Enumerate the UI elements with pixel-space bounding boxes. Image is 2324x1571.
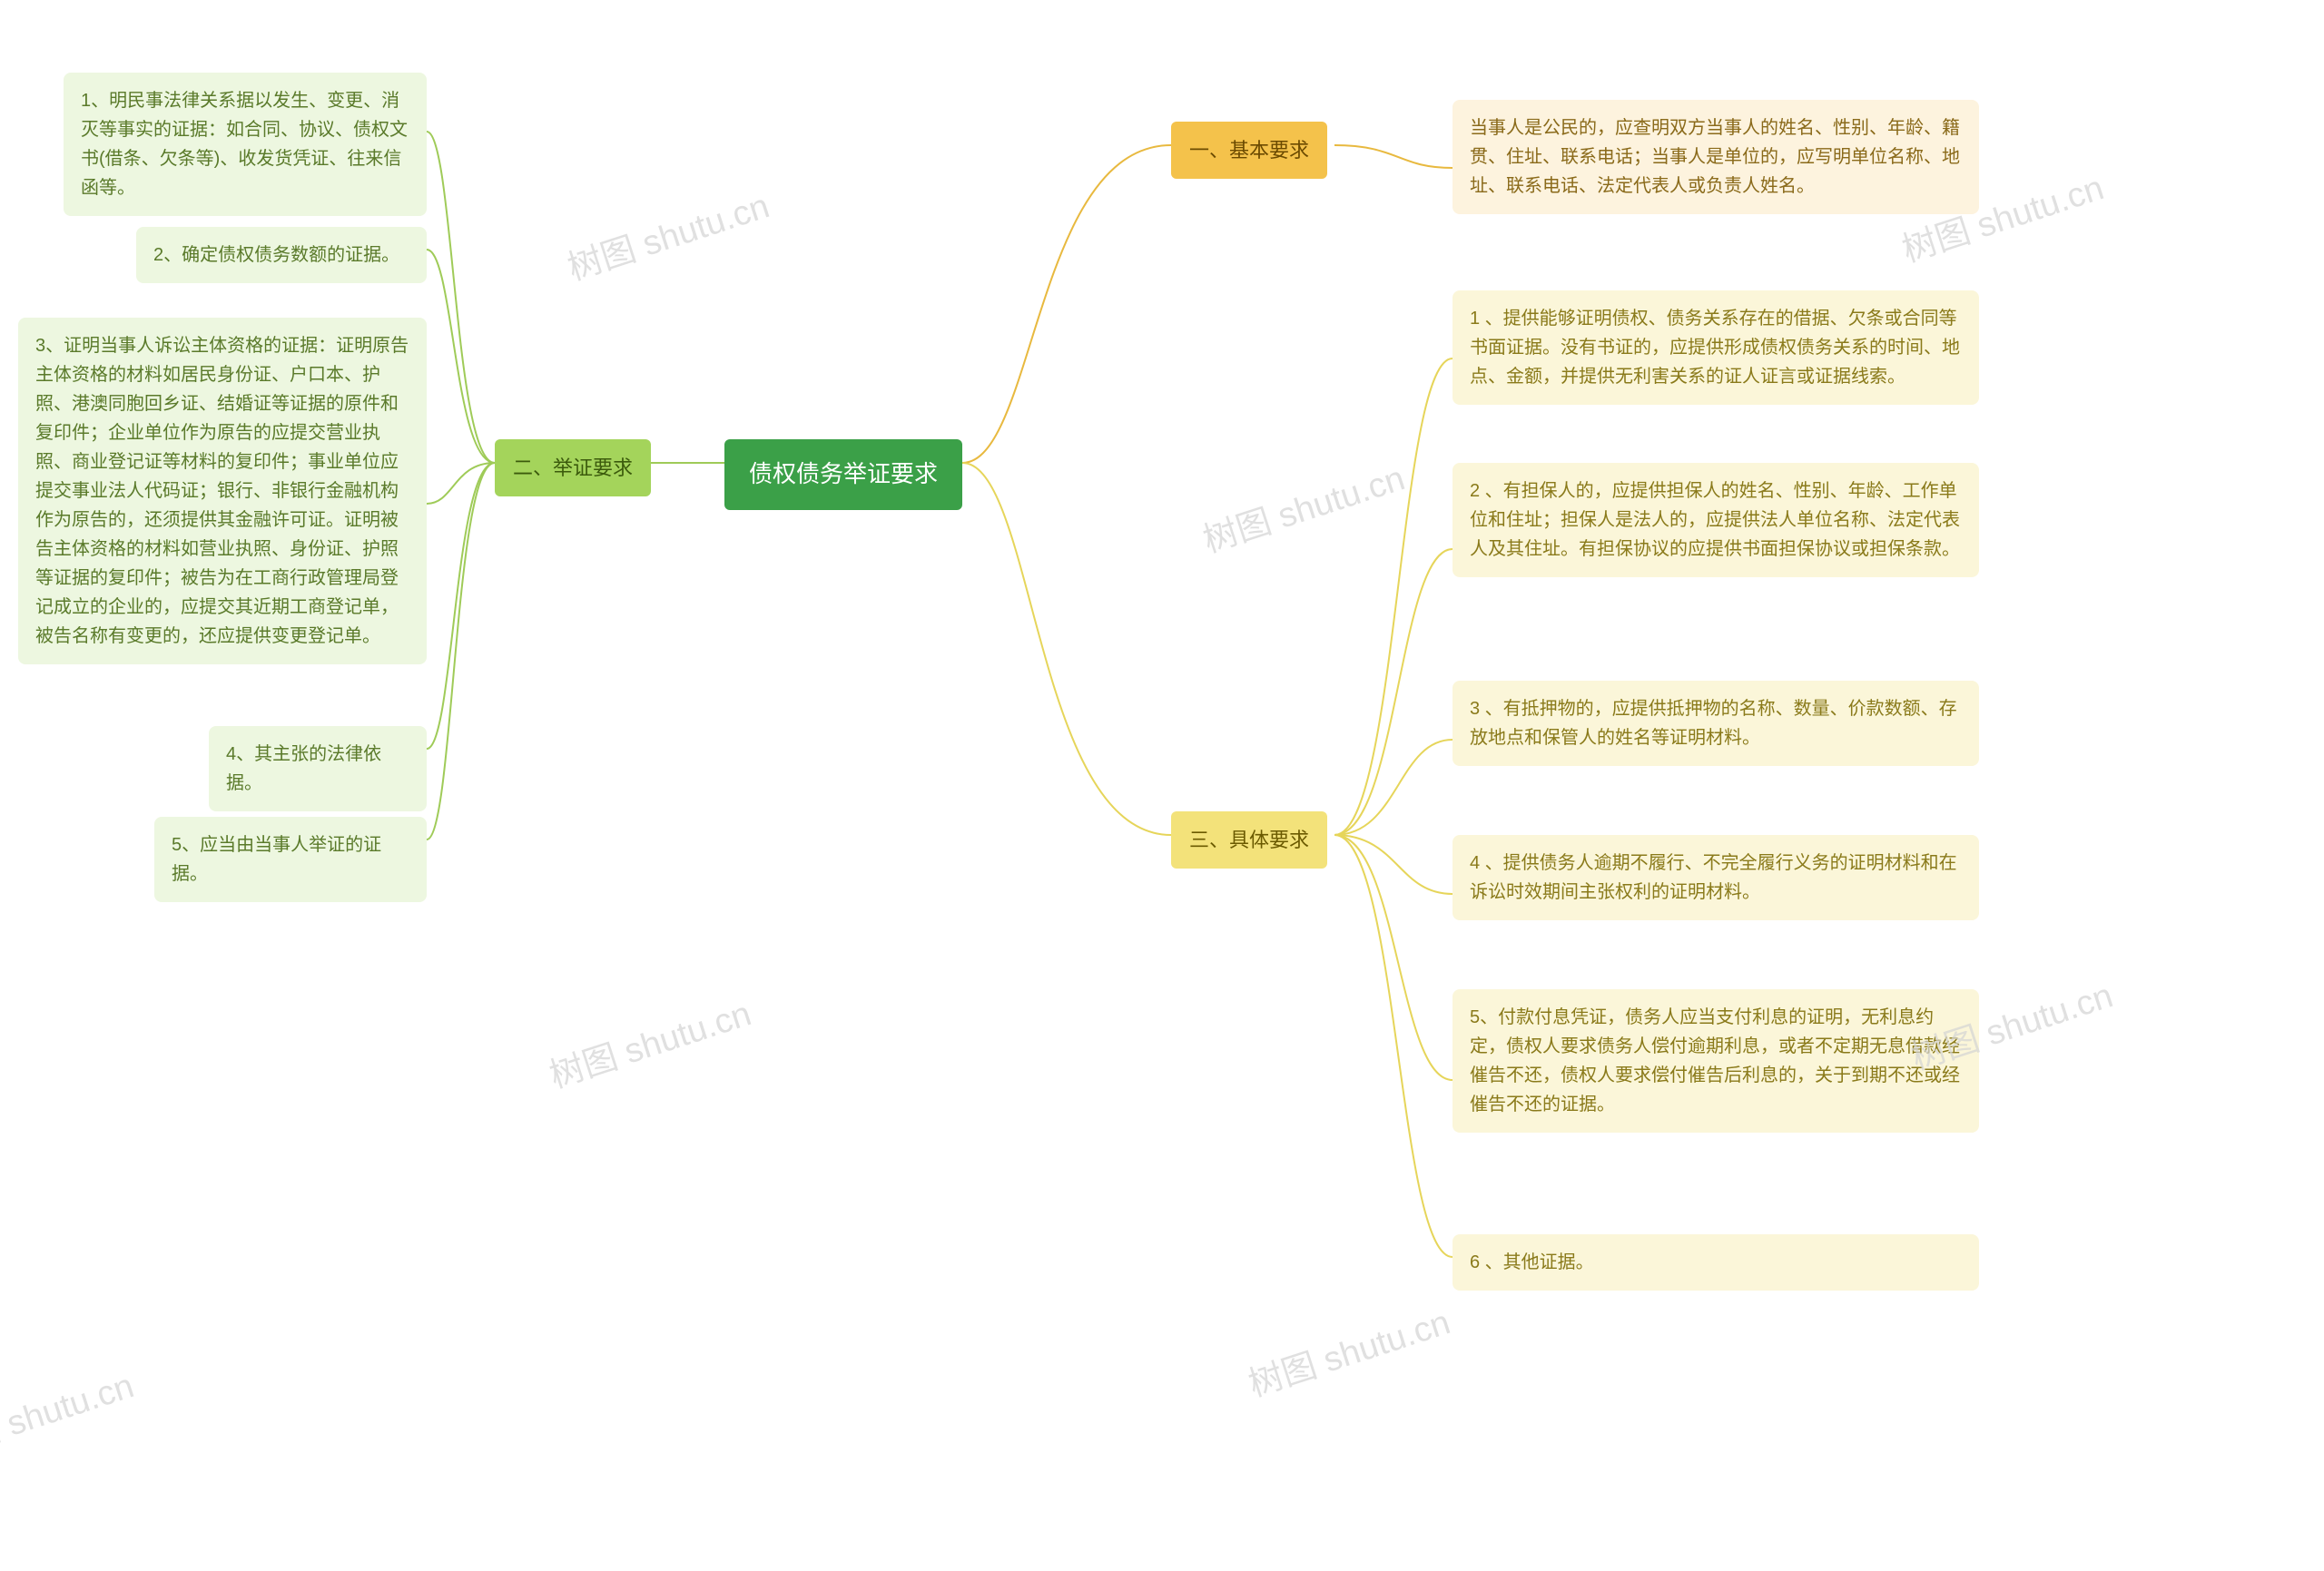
leaf-b2-5-text: 5、应当由当事人举证的证据。 <box>172 835 381 884</box>
branch-evidence[interactable]: 二、举证要求 <box>495 439 651 496</box>
leaf-b3-1: 1 、提供能够证明债权、债务关系存在的借据、欠条或合同等书面证据。没有书证的，应… <box>1452 290 1979 405</box>
leaf-b1-1: 当事人是公民的，应查明双方当事人的姓名、性别、年龄、籍贯、住址、联系电话；当事人… <box>1452 100 1979 214</box>
leaf-b3-5: 5、付款付息凭证，债务人应当支付利息的证明，无利息约定，债权人要求债务人偿付逾期… <box>1452 989 1979 1133</box>
root-node[interactable]: 债权债务举证要求 <box>724 439 962 510</box>
leaf-b2-1: 1、明民事法律关系据以发生、变更、消灭等事实的证据：如合同、协议、债权文书(借条… <box>64 73 427 216</box>
watermark: 树图 shutu.cn <box>560 178 774 290</box>
watermark: 树图 shutu.cn <box>0 1358 139 1469</box>
watermark: 树图 shutu.cn <box>1241 1294 1455 1406</box>
leaf-b3-2: 2 、有担保人的，应提供担保人的姓名、性别、年龄、工作单位和住址；担保人是法人的… <box>1452 463 1979 577</box>
leaf-b2-2: 2、确定债权债务数额的证据。 <box>136 227 427 283</box>
leaf-b3-3: 3 、有抵押物的，应提供抵押物的名称、数量、价款数额、存放地点和保管人的姓名等证… <box>1452 681 1979 766</box>
leaf-b3-6-text: 6 、其他证据。 <box>1470 1252 1594 1272</box>
branch-basic[interactable]: 一、基本要求 <box>1171 122 1327 179</box>
leaf-b2-4-text: 4、其主张的法律依据。 <box>226 744 381 793</box>
branch-basic-label: 一、基本要求 <box>1189 139 1309 162</box>
leaf-b2-2-text: 2、确定债权债务数额的证据。 <box>153 245 399 265</box>
branch-detail-label: 三、具体要求 <box>1189 829 1309 851</box>
leaf-b2-3-text: 3、证明当事人诉讼主体资格的证据：证明原告主体资格的材料如居民身份证、户口本、护… <box>35 336 409 646</box>
leaf-b3-1-text: 1 、提供能够证明债权、债务关系存在的借据、欠条或合同等书面证据。没有书证的，应… <box>1470 309 1960 387</box>
leaf-b3-3-text: 3 、有抵押物的，应提供抵押物的名称、数量、价款数额、存放地点和保管人的姓名等证… <box>1470 699 1957 748</box>
leaf-b2-3: 3、证明当事人诉讼主体资格的证据：证明原告主体资格的材料如居民身份证、户口本、护… <box>18 318 427 664</box>
watermark: 树图 shutu.cn <box>1196 450 1410 562</box>
leaf-b3-2-text: 2 、有担保人的，应提供担保人的姓名、性别、年龄、工作单位和住址；担保人是法人的… <box>1470 481 1960 559</box>
leaf-b2-1-text: 1、明民事法律关系据以发生、变更、消灭等事实的证据：如合同、协议、债权文书(借条… <box>81 91 408 198</box>
leaf-b3-4: 4 、提供债务人逾期不履行、不完全履行义务的证明材料和在诉讼时效期间主张权利的证… <box>1452 835 1979 920</box>
branch-detail[interactable]: 三、具体要求 <box>1171 811 1327 869</box>
leaf-b2-4: 4、其主张的法律依据。 <box>209 726 427 811</box>
branch-evidence-label: 二、举证要求 <box>513 457 633 479</box>
root-label: 债权债务举证要求 <box>749 460 938 487</box>
leaf-b3-5-text: 5、付款付息凭证，债务人应当支付利息的证明，无利息约定，债权人要求债务人偿付逾期… <box>1470 1007 1960 1114</box>
leaf-b2-5: 5、应当由当事人举证的证据。 <box>154 817 427 902</box>
leaf-b3-4-text: 4 、提供债务人逾期不履行、不完全履行义务的证明材料和在诉讼时效期间主张权利的证… <box>1470 853 1957 902</box>
leaf-b3-6: 6 、其他证据。 <box>1452 1234 1979 1291</box>
leaf-b1-1-text: 当事人是公民的，应查明双方当事人的姓名、性别、年龄、籍贯、住址、联系电话；当事人… <box>1470 118 1960 196</box>
watermark: 树图 shutu.cn <box>542 986 756 1097</box>
